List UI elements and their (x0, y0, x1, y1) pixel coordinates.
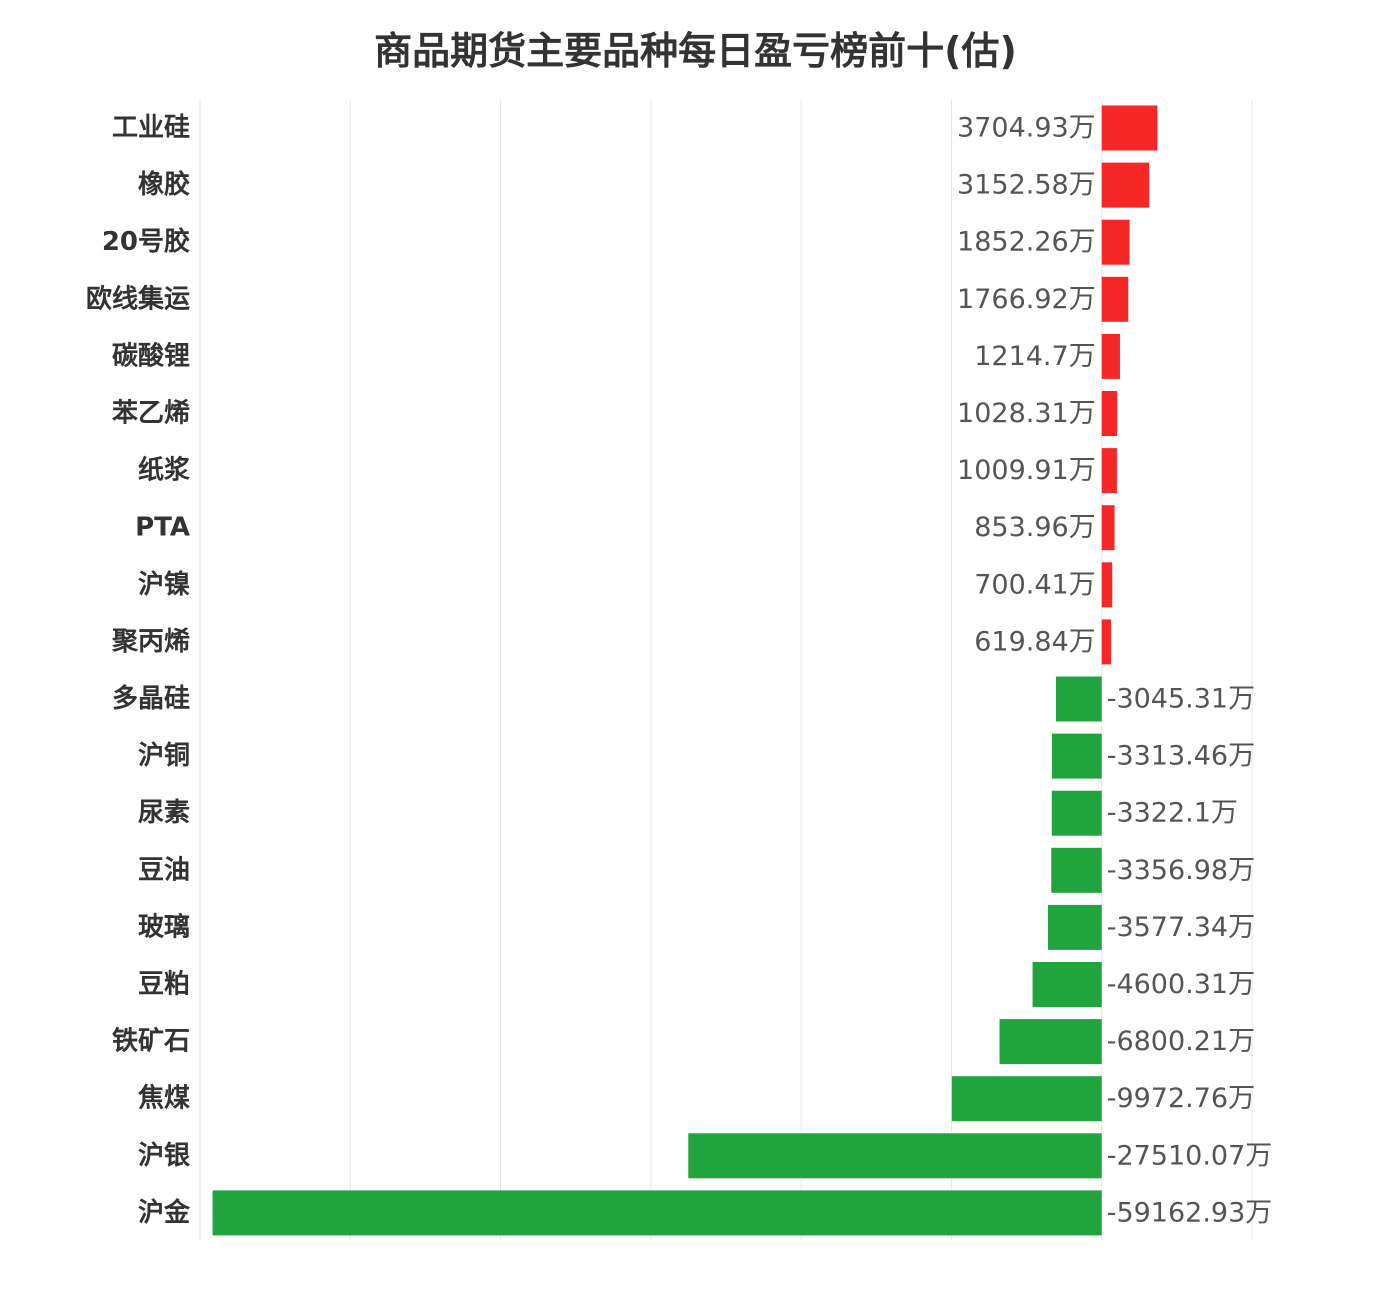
value-label: 1214.7万 (974, 341, 1095, 372)
category-label: 沪镍 (138, 570, 190, 600)
bar (1101, 391, 1118, 436)
category-label: 聚丙烯 (111, 627, 190, 657)
category-label: 尿素 (138, 798, 190, 828)
bar (1032, 962, 1102, 1007)
category-label: PTA (135, 513, 190, 543)
bar (1101, 219, 1130, 265)
bar (1101, 276, 1129, 322)
category-label: 20号胶 (102, 226, 190, 257)
value-label: 700.41万 (974, 569, 1095, 600)
bar (1055, 676, 1102, 722)
value-label: -59162.93万 (1107, 1197, 1273, 1228)
value-labels: 3704.93万 3152.58万 1852.26万 1766.92万 1214.7万 1… (957, 113, 1272, 1229)
bar (1101, 505, 1115, 551)
bar (1101, 562, 1113, 608)
value-label: -6800.21万 (1107, 1026, 1255, 1057)
category-label: 碳酸锂 (112, 341, 190, 371)
bar (1051, 790, 1102, 836)
bar (1051, 733, 1102, 779)
chart-title: 商品期货主要品种每日盈亏榜前十(估) (374, 29, 1017, 73)
bar (1101, 333, 1120, 379)
value-label: -3322.1万 (1107, 798, 1238, 829)
value-label: 853.96万 (974, 512, 1095, 543)
value-label: 1852.26万 (957, 227, 1096, 258)
value-label: -3313.46万 (1107, 741, 1255, 772)
category-label: 玻璃 (138, 911, 190, 942)
value-label: -3577.34万 (1107, 912, 1255, 943)
bar (688, 1133, 1102, 1179)
category-label: 苯乙烯 (111, 399, 190, 429)
category-label: 橡胶 (138, 169, 190, 200)
bar (212, 1190, 1102, 1236)
value-label: 3152.58万 (957, 170, 1096, 201)
value-label: 1766.92万 (957, 284, 1096, 315)
category-label: 纸浆 (138, 455, 191, 486)
value-label: 3704.93万 (957, 113, 1096, 144)
value-label: 1028.31万 (957, 398, 1096, 429)
category-label: 豆油 (138, 855, 190, 885)
category-label: 豆粕 (138, 969, 190, 1000)
value-label: -3045.31万 (1107, 684, 1255, 715)
bar (1047, 904, 1102, 950)
value-label: -3356.98万 (1107, 855, 1255, 886)
bar (951, 1076, 1102, 1122)
bar (1051, 847, 1102, 893)
bar (1101, 105, 1158, 151)
category-label: 沪金 (138, 1197, 191, 1228)
value-label: 619.84万 (974, 626, 1095, 657)
category-label: 工业硅 (112, 113, 190, 143)
category-label: 焦煤 (138, 1083, 190, 1114)
value-label: -27510.07万 (1107, 1140, 1273, 1171)
value-label: 1009.91万 (957, 455, 1096, 486)
category-label: 多晶硅 (112, 684, 190, 714)
category-label: 铁矿石 (112, 1026, 190, 1057)
category-label: 沪铜 (138, 741, 190, 771)
value-label: -4600.31万 (1107, 969, 1255, 1000)
bar (999, 1019, 1102, 1065)
grid-lines (199, 100, 1253, 1240)
category-label: 欧线集运 (86, 283, 190, 314)
category-label: 沪银 (138, 1141, 191, 1171)
bar (1101, 619, 1112, 665)
bars (212, 105, 1158, 1236)
bar (1101, 162, 1150, 208)
bar (1101, 448, 1117, 494)
value-label: -9972.76万 (1107, 1083, 1255, 1114)
